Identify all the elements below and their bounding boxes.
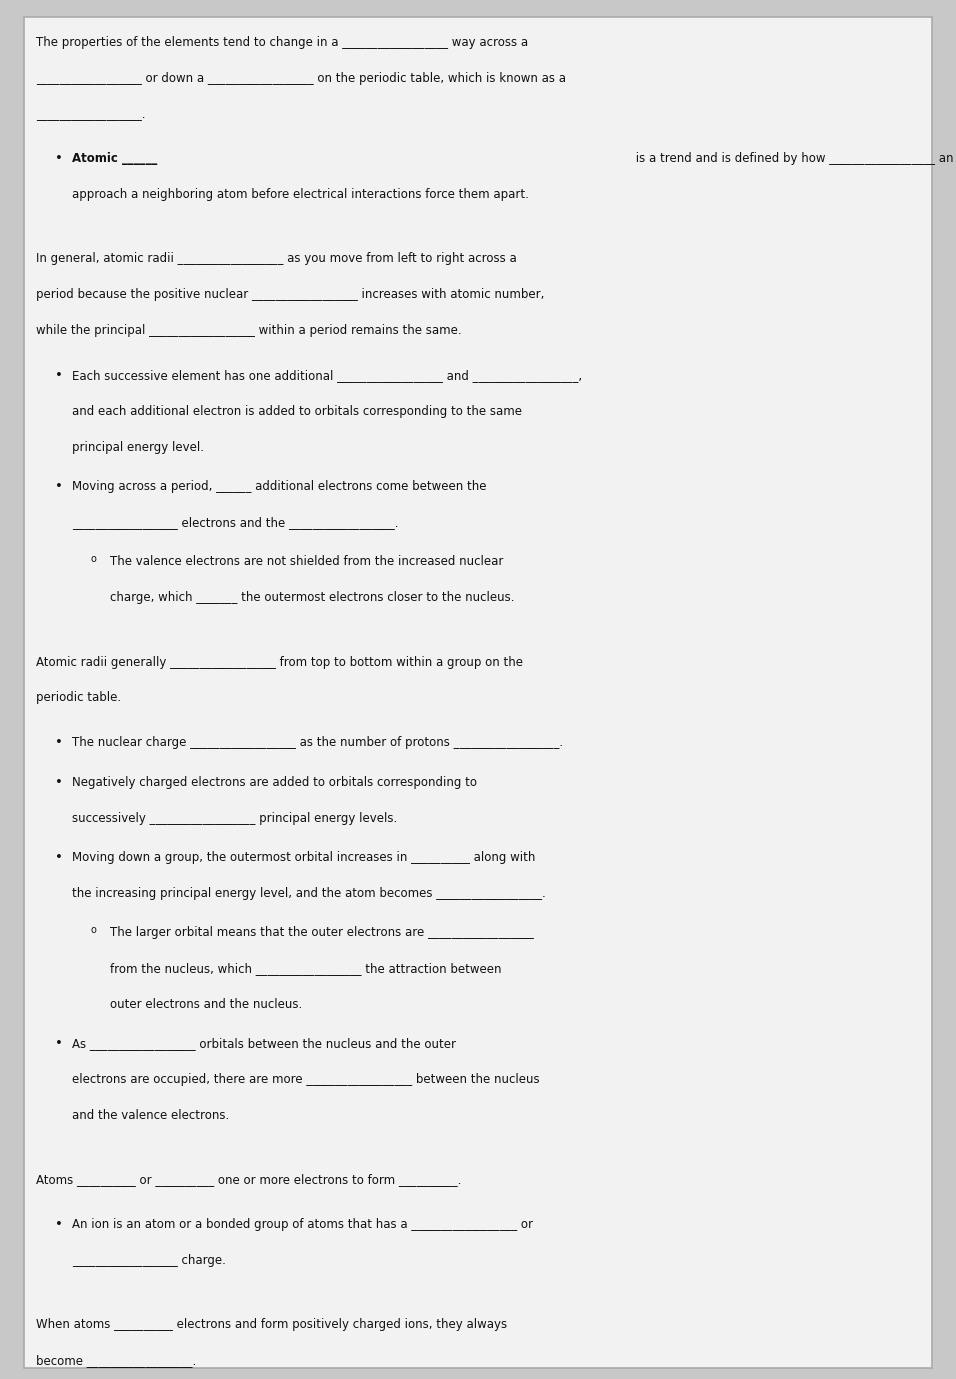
Text: electrons are occupied, there are more __________________ between the nucleus: electrons are occupied, there are more _… <box>72 1073 539 1087</box>
Text: Atomic ______: Atomic ______ <box>72 152 157 165</box>
Text: The nuclear charge __________________ as the number of protons _________________: The nuclear charge __________________ as… <box>72 736 563 749</box>
Text: Atoms __________ or __________ one or more electrons to form __________.: Atoms __________ or __________ one or mo… <box>36 1174 462 1186</box>
Text: __________________ charge.: __________________ charge. <box>72 1254 226 1267</box>
Text: o: o <box>91 554 97 564</box>
Text: __________________ or down a __________________ on the periodic table, which is : __________________ or down a ___________… <box>36 72 566 84</box>
Text: __________________.: __________________. <box>36 108 146 120</box>
Text: and the valence electrons.: and the valence electrons. <box>72 1109 228 1123</box>
Text: and each additional electron is added to orbitals corresponding to the same: and each additional electron is added to… <box>72 405 522 418</box>
Text: •: • <box>55 851 63 865</box>
Text: •: • <box>55 736 63 749</box>
Text: As __________________ orbitals between the nucleus and the outer: As __________________ orbitals between t… <box>72 1037 456 1051</box>
Text: is a trend and is defined by how __________________ an atom can: is a trend and is defined by how _______… <box>632 152 956 165</box>
Text: The larger orbital means that the outer electrons are __________________: The larger orbital means that the outer … <box>110 927 533 939</box>
FancyBboxPatch shape <box>24 17 932 1368</box>
Text: When atoms __________ electrons and form positively charged ions, they always: When atoms __________ electrons and form… <box>36 1318 508 1331</box>
Text: from the nucleus, which __________________ the attraction between: from the nucleus, which ________________… <box>110 963 502 975</box>
Text: •: • <box>55 152 63 165</box>
Text: approach a neighboring atom before electrical interactions force them apart.: approach a neighboring atom before elect… <box>72 189 529 201</box>
Text: o: o <box>91 925 97 935</box>
Text: The properties of the elements tend to change in a __________________ way across: The properties of the elements tend to c… <box>36 36 529 48</box>
Text: principal energy level.: principal energy level. <box>72 441 204 454</box>
Text: Negatively charged electrons are added to orbitals corresponding to: Negatively charged electrons are added t… <box>72 776 477 789</box>
Text: The valence electrons are not shielded from the increased nuclear: The valence electrons are not shielded f… <box>110 556 503 568</box>
Text: •: • <box>55 1218 63 1231</box>
Text: __________________ electrons and the __________________.: __________________ electrons and the ___… <box>72 516 399 530</box>
Text: Each successive element has one additional __________________ and ______________: Each successive element has one addition… <box>72 370 582 382</box>
Text: become __________________.: become __________________. <box>36 1354 197 1367</box>
Text: the increasing principal energy level, and the atom becomes __________________.: the increasing principal energy level, a… <box>72 887 546 900</box>
Text: period because the positive nuclear __________________ increases with atomic num: period because the positive nuclear ____… <box>36 288 545 302</box>
Text: •: • <box>55 480 63 494</box>
Text: periodic table.: periodic table. <box>36 691 121 705</box>
Text: Moving down a group, the outermost orbital increases in __________ along with: Moving down a group, the outermost orbit… <box>72 851 535 865</box>
Text: Atomic radii generally __________________ from top to bottom within a group on t: Atomic radii generally _________________… <box>36 655 523 669</box>
Text: Moving across a period, ______ additional electrons come between the: Moving across a period, ______ additiona… <box>72 480 487 494</box>
Text: outer electrons and the nucleus.: outer electrons and the nucleus. <box>110 998 302 1011</box>
Text: •: • <box>55 1037 63 1051</box>
Text: An ion is an atom or a bonded group of atoms that has a __________________ or: An ion is an atom or a bonded group of a… <box>72 1218 532 1231</box>
Text: successively __________________ principal energy levels.: successively __________________ principa… <box>72 812 397 825</box>
Text: In general, atomic radii __________________ as you move from left to right acros: In general, atomic radii _______________… <box>36 252 517 266</box>
Text: •: • <box>55 370 63 382</box>
Text: while the principal __________________ within a period remains the same.: while the principal __________________ w… <box>36 324 462 338</box>
Text: •: • <box>55 776 63 789</box>
Text: charge, which _______ the outermost electrons closer to the nucleus.: charge, which _______ the outermost elec… <box>110 592 514 604</box>
